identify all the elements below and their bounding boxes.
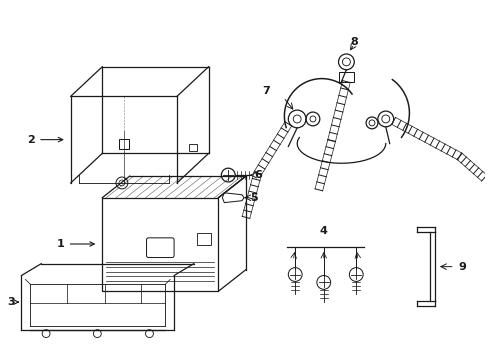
Bar [196, 233, 210, 245]
Text: 3: 3 [7, 297, 18, 307]
Text: 8: 8 [349, 37, 357, 47]
Bar [188, 144, 196, 151]
Bar [338, 72, 353, 82]
Text: 7: 7 [262, 86, 270, 96]
Bar [102, 198, 218, 291]
Bar [119, 139, 128, 149]
Text: 4: 4 [319, 226, 327, 236]
Text: 9: 9 [458, 262, 466, 272]
Text: 2: 2 [27, 135, 62, 145]
Text: 1: 1 [57, 239, 94, 249]
Text: 5: 5 [249, 193, 257, 203]
Text: 6: 6 [253, 170, 261, 180]
